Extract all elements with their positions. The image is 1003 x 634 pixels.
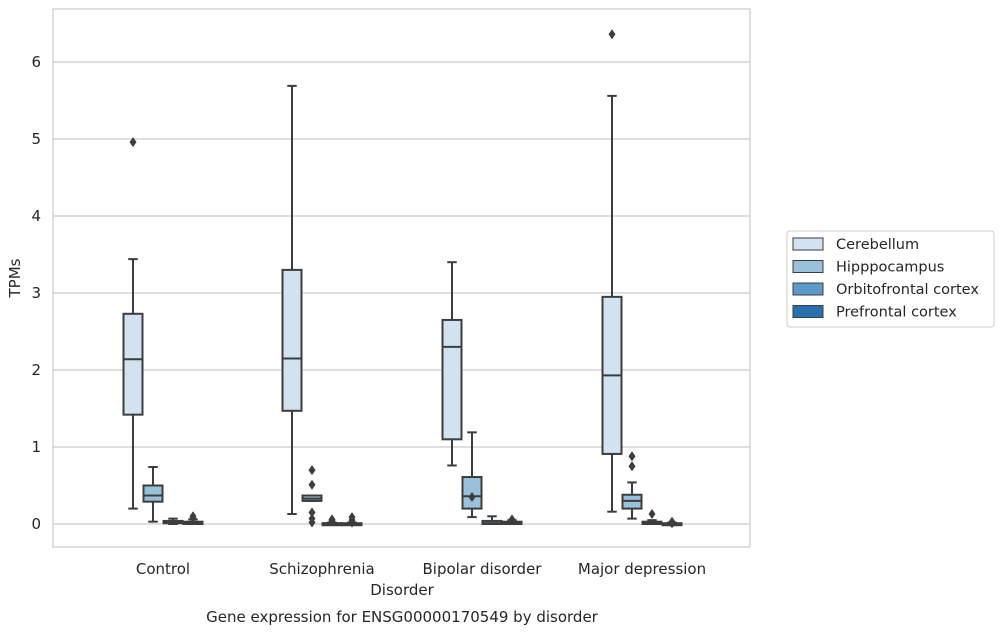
outlier-point [628,461,636,472]
box-group [661,516,683,529]
outlier-point [648,508,656,519]
box-group [641,508,663,526]
legend: Cerebellum Hipppocampus Orbitofrontal cort… [786,230,995,328]
outlier-point [328,515,336,526]
plot-frame [52,8,751,548]
box-group [162,517,184,525]
y-tick-label: 3 [31,284,41,302]
box-group [461,431,483,519]
grid-lines [53,61,750,525]
y-tick-label: 5 [31,130,41,148]
box-group [301,465,323,528]
legend-swatch [792,282,824,296]
legend-label: Prefrontal cortex [836,305,957,321]
y-tick-label: 2 [31,361,41,379]
legend-item: Prefrontal cortex [792,305,957,321]
legend-item: Orbitofrontal cortex [792,282,979,298]
iqr-box [281,268,303,412]
legend-item: Cerebellum [792,237,919,253]
x-tick-label: Control [136,560,190,578]
y-tick-label: 0 [31,515,41,533]
x-tick-label: Major depression [578,560,706,578]
legend-swatch [792,260,824,273]
box-group [321,514,343,527]
legend-label: Orbitofrontal cortex [836,282,979,298]
outlier-point [308,507,316,518]
outlier-point [308,479,316,490]
iqr-box [142,484,164,503]
x-tick-label: Bipolar disorder [423,560,543,578]
legend-swatch [792,305,824,318]
outlier-point [508,514,516,525]
outlier-point [308,465,316,476]
legend-label: Cerebellum [836,237,919,253]
box-group [122,137,144,510]
legend-label: Hipppocampus [836,260,944,276]
legend-item: Hipppocampus [792,260,944,276]
x-axis-title: Disorder [370,581,434,599]
box-group [601,29,623,513]
outlier-point [189,512,197,523]
outlier-point [668,518,676,529]
x-tick-label: Schizophrenia [269,560,374,578]
outlier-point [628,451,636,462]
box-group [441,261,463,467]
legend-frame [786,230,995,328]
boxes [122,29,683,529]
y-tick-label: 4 [31,207,41,225]
box-group [341,512,363,528]
outlier-point [348,517,356,528]
box-group [481,515,503,525]
chart-title: Gene expression for ENSG00000170549 by d… [206,608,599,626]
iqr-box [441,318,463,441]
outlier-point [129,137,137,148]
box-group [501,514,523,526]
y-axis-title: TPMs [6,258,24,298]
outlier-point [608,29,616,40]
outlier-point [308,517,316,528]
y-tick-label: 6 [31,53,41,71]
legend-swatch [792,237,824,251]
y-tick-labels: 0 1 2 3 4 5 6 [31,53,41,533]
box-group [281,84,303,515]
x-tick-labels: Control Schizophrenia Bipolar disorder Majo… [136,560,706,578]
outlier-point [468,492,476,503]
iqr-box [122,312,144,416]
box-group [621,451,643,520]
y-tick-label: 1 [31,438,41,456]
box-group [142,466,164,523]
box-group [182,511,204,526]
